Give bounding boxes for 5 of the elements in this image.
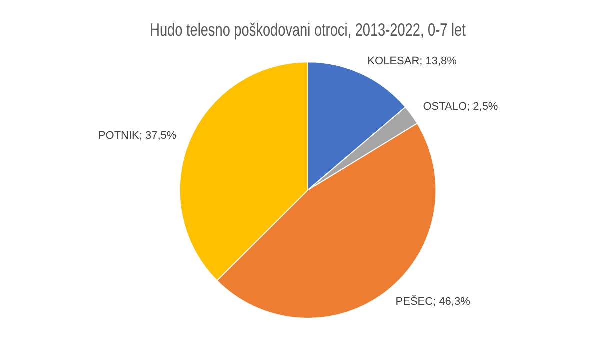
slice-label: POTNIK; 37,5% [98, 130, 177, 142]
chart-title: Hudo telesno poškodovani otroci, 2013-2022, 0-7 let [150, 21, 466, 40]
slice-label: PEŠEC; 46,3% [396, 295, 471, 308]
slice-label: OSTALO; 2,5% [423, 101, 498, 113]
slice-label: KOLESAR; 13,8% [368, 55, 458, 68]
